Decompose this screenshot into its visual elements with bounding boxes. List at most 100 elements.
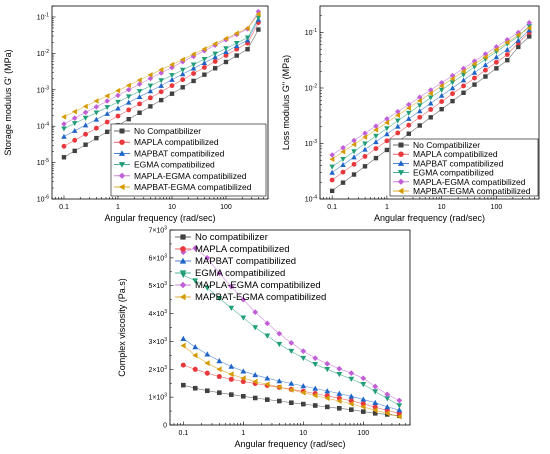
data-point [362,164,368,169]
data-point [349,407,354,412]
x-tick-label: 10 [438,204,446,211]
data-point [483,67,488,73]
legend-marker [397,170,405,176]
data-point [125,94,132,100]
legend-marker [119,139,125,145]
data-point [115,87,121,94]
x-axis-label: Angular frequency (rad/sec) [104,213,215,223]
x-tick-label: 10 [168,204,176,211]
data-point [169,61,175,68]
data-point [348,393,355,399]
data-point [204,360,210,367]
data-point [192,278,199,284]
data-point [72,137,78,143]
data-point [384,410,390,417]
data-point [384,116,390,122]
data-point [384,147,390,153]
legend-marker [179,270,187,277]
data-point [158,97,164,103]
data-point [276,378,283,384]
data-point [340,149,346,155]
data-point [216,366,222,373]
data-point [104,98,110,104]
data-point [372,407,378,414]
x-tick-label: 100 [220,204,232,211]
data-point [147,72,153,78]
data-point [361,409,366,414]
y-tick-label: 2×103 [148,365,167,374]
data-point [406,115,412,121]
data-point [115,99,121,105]
data-point [300,389,306,396]
data-point [395,112,400,118]
data-point [252,371,259,378]
data-point [71,108,77,115]
data-point [192,344,199,350]
data-point [351,137,357,144]
data-point [324,366,331,373]
data-point [71,127,78,133]
data-point [395,130,401,136]
data-point [181,382,186,388]
data-point [244,25,250,31]
data-point [217,390,222,395]
y-tick-label: 7×103 [148,226,167,235]
y-tick-label: 10-3 [305,139,317,148]
data-point [312,355,319,362]
data-point [104,129,110,135]
series-line [63,11,259,125]
data-point [147,95,153,101]
legend-box [389,138,539,197]
data-point [384,138,390,144]
data-point [493,59,499,65]
data-point [212,59,218,64]
data-point [372,411,378,416]
data-point [439,106,444,112]
data-point [395,118,401,124]
data-point [179,71,186,77]
legend-marker [397,178,405,185]
data-point [180,85,185,90]
data-point [115,113,121,119]
data-point [223,35,229,42]
data-point [396,403,403,409]
data-point [351,161,357,167]
data-point [212,40,218,47]
data-point [450,98,455,104]
data-point [515,37,522,43]
data-point [439,99,445,104]
data-point [228,363,235,369]
legend-label: MAPLA-EGMA compatibilized [195,280,321,291]
y-tick-label: 3×103 [148,337,167,346]
data-point [460,77,467,83]
data-point [125,82,131,89]
data-point [289,400,294,406]
data-point [372,383,379,390]
y-tick-label: 5×103 [148,281,167,290]
data-point [526,23,532,29]
data-point [71,121,78,127]
data-point [360,404,366,410]
data-point [148,104,153,109]
data-point [158,78,164,84]
data-point [276,330,283,337]
data-point [192,385,198,391]
data-point [384,404,391,410]
data-point [515,32,521,38]
data-point [136,89,143,95]
series-5 [329,19,532,158]
legend-label: MAPLA compatibilized [134,137,219,147]
data-point [396,413,402,420]
legend-label: MAPBAT compatibilized [134,148,225,158]
data-point [449,85,456,91]
legend-label: EGMA compatibilized [413,168,494,178]
legend-marker [180,234,186,240]
data-point [61,114,67,120]
data-point [329,177,335,183]
data-point [61,126,67,132]
data-point [82,103,88,110]
legend-marker [118,183,125,191]
data-point [190,51,196,57]
x-tick-label: 1 [116,204,120,211]
data-point [288,380,295,386]
